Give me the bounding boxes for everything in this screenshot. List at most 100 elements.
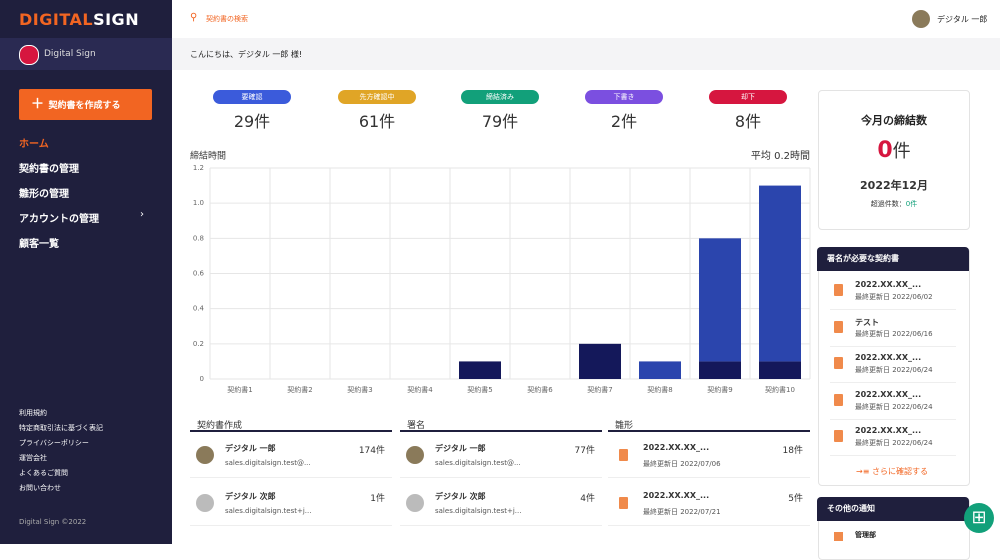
more-text[interactable]: さらに確認する (871, 467, 928, 476)
item-name[interactable]: 2022.XX.XX_... (855, 353, 922, 362)
y-tick-label: 0.4 (193, 305, 205, 313)
y-tick-label: 1.0 (193, 199, 204, 207)
avatar (406, 494, 424, 512)
bar (639, 361, 681, 379)
row-name[interactable]: 2022.XX.XX_... (643, 443, 710, 452)
arrow-icon: →≡ (856, 467, 872, 476)
list-title: 雛形 (615, 421, 634, 431)
avatar (196, 446, 214, 464)
row-sub: sales.digitalsign.test+j... (225, 507, 312, 515)
row-count: 4件 (580, 494, 595, 504)
account-name: Digital Sign (44, 49, 96, 59)
overdue-count: 0件 (905, 200, 918, 208)
row-sub: sales.digitalsign.test+j... (435, 507, 522, 515)
footer-link[interactable]: お問い合わせ (19, 484, 61, 492)
nav-item[interactable]: 顧客一覧 (19, 239, 59, 250)
item-divider (830, 309, 956, 310)
doc-icon (834, 430, 843, 442)
status-count[interactable]: 29件 (233, 112, 271, 131)
status-pill[interactable]: 要確認 (213, 90, 291, 104)
bar (759, 361, 801, 379)
x-tick-label: 契約書4 (407, 385, 433, 394)
notice-item[interactable]: 管理部 (855, 531, 876, 539)
greeting-bar (172, 38, 1000, 70)
row-divider (400, 477, 602, 478)
nav-item[interactable]: 契約書の管理 (19, 164, 79, 175)
row-sub: 最終更新日 2022/07/06 (643, 460, 721, 468)
search-icon[interactable]: ⚲ (190, 12, 198, 23)
chart-annotation: 平均 0.2時間 (751, 150, 810, 162)
user-name[interactable]: デジタル 一郎 (937, 15, 988, 24)
row-name[interactable]: 2022.XX.XX_... (643, 491, 710, 500)
user-avatar[interactable] (912, 10, 930, 28)
x-tick-label: 契約書10 (765, 385, 795, 394)
nav-item[interactable]: アカウントの管理 (19, 214, 99, 225)
item-name[interactable]: 2022.XX.XX_... (855, 280, 922, 289)
sign-title: 署名が必要な契約書 (817, 247, 969, 271)
greeting: こんにちは、デジタル 一郎 様! (190, 50, 303, 59)
bar (699, 361, 741, 379)
footer-link[interactable]: 利用規約 (19, 409, 47, 417)
row-sub: sales.digitalsign.test@... (435, 459, 521, 467)
list-title: 署名 (407, 421, 426, 431)
bar (579, 343, 621, 379)
item-date: 最終更新日 2022/06/02 (855, 293, 933, 301)
item-name[interactable]: 2022.XX.XX_... (855, 389, 922, 399)
status-count[interactable]: 61件 (358, 112, 396, 131)
status-pill[interactable]: 下書き (585, 90, 663, 104)
row-name[interactable]: デジタル 次郎 (435, 492, 486, 501)
row-count: 1件 (370, 494, 385, 504)
row-divider (400, 525, 602, 526)
chevron: › (140, 209, 144, 220)
row-count: 18件 (782, 446, 803, 456)
row-divider (608, 477, 810, 478)
fab[interactable]: ⊞ (964, 503, 994, 533)
y-tick-label: 0.2 (193, 340, 204, 348)
summary-card (818, 90, 970, 230)
chart-title: 締結時間 (190, 150, 226, 162)
item-divider (830, 455, 956, 456)
footer-link[interactable]: 運営会社 (19, 454, 47, 462)
x-tick-label: 契約書1 (227, 385, 252, 394)
chart: 締結時間 平均 0.2時間 0 0.2 0.4 0.6 0.8 1.0 1.2 契約書1 契約書… (190, 150, 811, 394)
row-count: 174件 (358, 446, 385, 456)
notice-icon (834, 532, 843, 541)
x-tick-label: 契約書2 (287, 385, 312, 394)
bar (699, 238, 741, 362)
row-name[interactable]: デジタル 一郎 (225, 444, 276, 453)
more-link[interactable]: →≡ さらに確認する (856, 466, 928, 477)
row-sub: 最終更新日 2022/07/21 (643, 508, 721, 516)
status-pill[interactable]: 締結済み (461, 90, 539, 104)
status-count[interactable]: 2件 (610, 112, 638, 131)
footer-link[interactable]: よくあるご質問 (19, 469, 68, 477)
create-button[interactable]: ＋ 契約書を作成する (19, 89, 152, 120)
x-tick-label: 契約書9 (707, 385, 732, 394)
footer-link[interactable]: 特定商取引法に基づく表記 (19, 424, 103, 432)
list-underline (190, 430, 392, 432)
row-sub: sales.digitalsign.test@... (225, 459, 311, 467)
item-date: 最終更新日 2022/06/16 (855, 329, 933, 338)
logo: DIGITALSIGN (19, 10, 139, 29)
item-name[interactable]: 2022.XX.XX_... (855, 426, 922, 435)
row-divider (190, 477, 392, 478)
nav-item[interactable]: ホーム (19, 139, 49, 150)
logo-text: DIGITAL (19, 10, 94, 29)
status-pill[interactable]: 却下 (709, 90, 787, 104)
row-divider (190, 525, 392, 526)
row-count: 77件 (574, 446, 595, 456)
list-title: 契約書作成 (197, 421, 243, 431)
doc-icon (834, 284, 843, 296)
status-pill[interactable]: 先方確認中 (338, 90, 416, 104)
nav-item[interactable]: 雛形の管理 (19, 189, 69, 200)
item-name[interactable]: テスト (855, 317, 879, 327)
status-count[interactable]: 8件 (734, 112, 762, 131)
x-tick-label: 契約書3 (347, 385, 372, 394)
search-box[interactable]: 契約書の検索 (206, 15, 248, 23)
row-name[interactable]: デジタル 一郎 (435, 444, 486, 453)
status-count[interactable]: 79件 (481, 112, 519, 131)
summary-month: 2022年12月 (860, 179, 928, 192)
doc-icon (834, 357, 843, 369)
item-divider (830, 382, 956, 383)
footer-link[interactable]: プライバシーポリシー (19, 439, 89, 447)
row-name[interactable]: デジタル 次郎 (225, 492, 276, 501)
